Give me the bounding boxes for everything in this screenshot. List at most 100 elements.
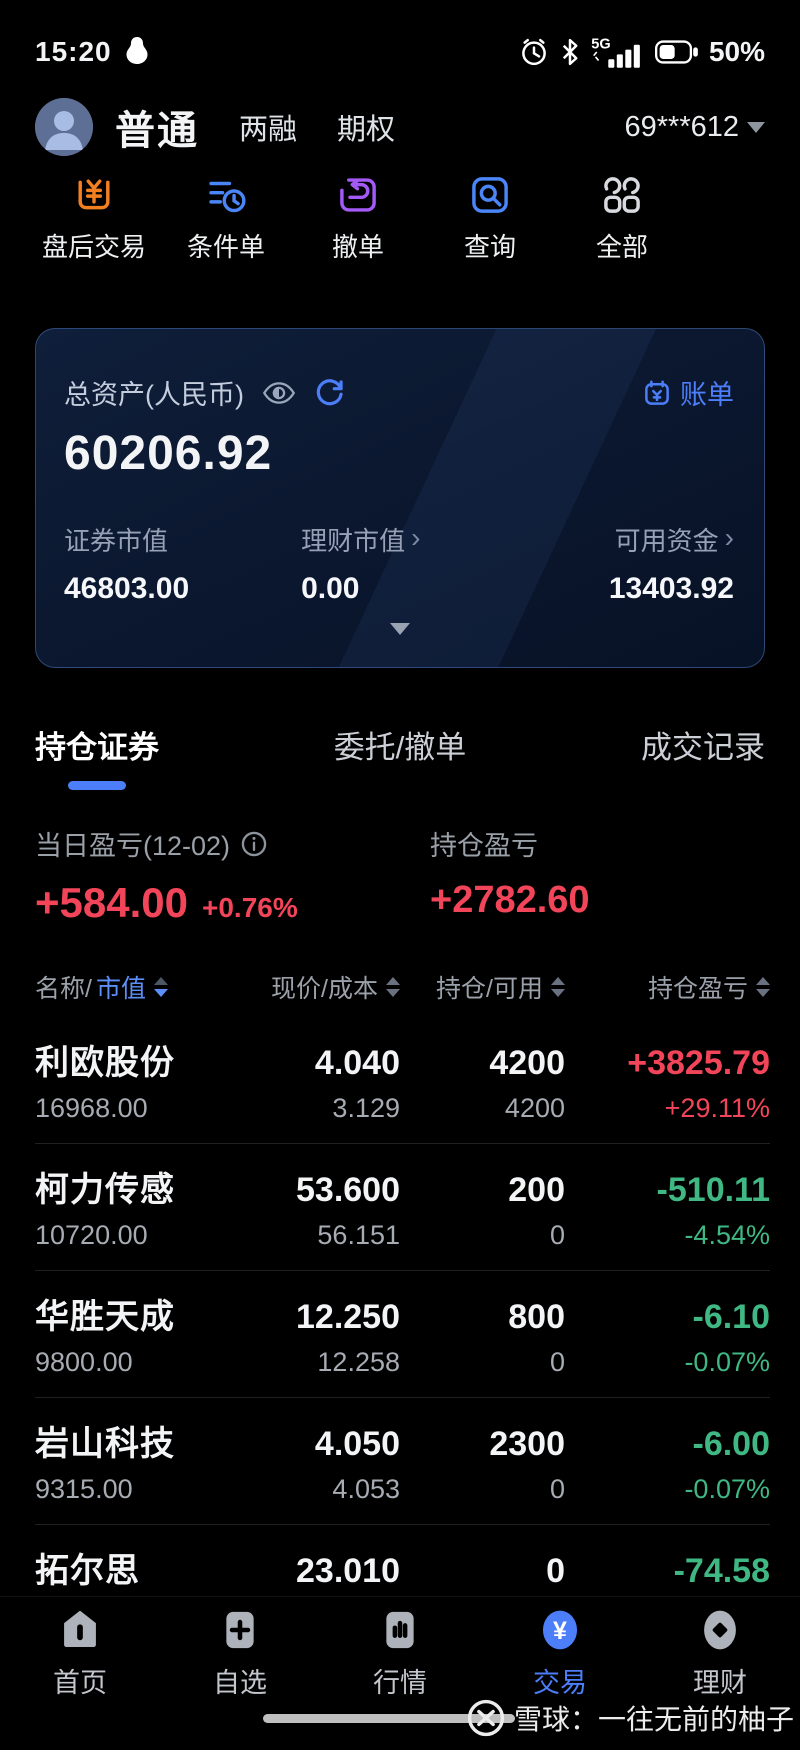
stock-market-value: 10720.00 bbox=[35, 1220, 148, 1250]
nav-item-trade[interactable]: ¥ 交易 bbox=[480, 1605, 640, 1700]
nav-item-wealth[interactable]: 理财 bbox=[640, 1605, 800, 1700]
tab-trade-history[interactable]: 成交记录 bbox=[641, 722, 765, 790]
nav-item-market[interactable]: 行情 bbox=[320, 1605, 480, 1700]
stock-market-value: 9315.00 bbox=[35, 1474, 133, 1504]
home-icon bbox=[55, 1605, 105, 1655]
sort-icon bbox=[551, 977, 565, 997]
bluetooth-icon bbox=[559, 37, 581, 67]
stock-pnl: +3825.79 bbox=[627, 1044, 770, 1082]
stock-pnl-percent: -0.07% bbox=[684, 1474, 770, 1504]
stock-price: 23.010 bbox=[296, 1552, 400, 1590]
afterhours-trade-icon bbox=[71, 172, 117, 218]
tab-label: 成交记录 bbox=[641, 730, 765, 765]
stock-row-tuoersi[interactable]: 拓尔思 23.010 0 -74.58 bbox=[35, 1525, 770, 1611]
tab-margin-account[interactable]: 两融 bbox=[239, 114, 298, 146]
tab-options-account[interactable]: 期权 bbox=[337, 114, 396, 146]
home-indicator-bar[interactable] bbox=[263, 1714, 515, 1723]
sort-icon bbox=[386, 977, 400, 997]
bottom-nav: 首页 自选 行情 ¥ 交易 理财 bbox=[0, 1596, 800, 1700]
account-selector[interactable]: 69***612 bbox=[624, 110, 765, 144]
stock-cost: 4.053 bbox=[332, 1474, 400, 1504]
sort-icon bbox=[756, 977, 770, 997]
stock-cost: 56.151 bbox=[317, 1220, 400, 1250]
xueqiu-logo-icon bbox=[466, 1698, 506, 1738]
watermark: 雪球：一往无前的柚子 bbox=[466, 1698, 794, 1738]
header-market-value: 市值 bbox=[95, 975, 146, 1003]
stock-available: 4200 bbox=[504, 1093, 565, 1123]
metric-wealth-value[interactable]: 理财市值 › 0.00 bbox=[301, 521, 507, 606]
avatar[interactable] bbox=[35, 98, 93, 156]
market-icon bbox=[375, 1605, 425, 1655]
tab-orders-cancel[interactable]: 委托/撤单 bbox=[334, 722, 467, 790]
tab-normal-account[interactable]: 普通 bbox=[115, 109, 199, 153]
stock-cost: 12.258 bbox=[317, 1347, 400, 1377]
stock-market-value: 9800.00 bbox=[35, 1347, 133, 1377]
account-number: 69***612 bbox=[624, 110, 740, 143]
qq-penguin-notification-icon bbox=[122, 35, 152, 69]
metric-securities-value: 证券市值 46803.00 bbox=[64, 521, 301, 606]
stock-available: 0 bbox=[549, 1347, 565, 1377]
stock-pnl-percent: +29.11% bbox=[664, 1093, 770, 1123]
total-assets-value: 60206.92 bbox=[64, 427, 273, 480]
quick-action-label: 撤单 bbox=[331, 232, 384, 262]
conditional-order-icon bbox=[203, 172, 249, 218]
metric-available-funds[interactable]: 可用资金 › 13403.92 bbox=[507, 521, 734, 606]
quick-action-label: 全部 bbox=[595, 232, 648, 262]
battery-percent: 50% bbox=[708, 36, 765, 67]
sort-name-marketvalue[interactable]: 名称/市值 bbox=[35, 969, 260, 1005]
header-price-cost: 现价/成本 bbox=[271, 975, 378, 1003]
sort-price-cost[interactable]: 现价/成本 bbox=[260, 969, 400, 1005]
stock-row-yanshankeji[interactable]: 岩山科技 4.050 2300 -6.00 9315.00 4.053 0 -0… bbox=[35, 1398, 770, 1525]
refresh-icon[interactable] bbox=[314, 377, 346, 409]
quick-action-afterhours-trade[interactable]: 盘后交易 bbox=[28, 172, 160, 264]
tab-positions[interactable]: 持仓证券 bbox=[35, 722, 159, 790]
metric-label: 可用资金 bbox=[614, 526, 719, 556]
quick-action-query[interactable]: 查询 bbox=[424, 172, 556, 264]
position-tabs: 持仓证券 委托/撤单 成交记录 bbox=[35, 722, 765, 790]
wealth-icon bbox=[695, 1605, 745, 1655]
bill-button[interactable]: 账单 bbox=[642, 373, 734, 412]
info-icon[interactable] bbox=[240, 830, 268, 858]
bill-icon bbox=[642, 378, 672, 408]
metric-label: 证券市值 bbox=[64, 526, 169, 556]
stock-price: 12.250 bbox=[296, 1298, 400, 1336]
holdings-table-header: 名称/市值 现价/成本 持仓/可用 持仓盈亏 bbox=[35, 969, 770, 1005]
stock-row-kelichuangan[interactable]: 柯力传感 53.600 200 -510.11 10720.00 56.151 … bbox=[35, 1144, 770, 1271]
bill-label: 账单 bbox=[680, 380, 734, 410]
caret-down-icon bbox=[747, 121, 765, 133]
metric-value: 46803.00 bbox=[64, 572, 190, 605]
label-text: 当日盈亏(12-02) bbox=[35, 831, 231, 861]
stock-available: 0 bbox=[549, 1474, 565, 1504]
header-name: 名称/ bbox=[35, 975, 92, 1003]
card-expand-button[interactable] bbox=[390, 623, 410, 653]
chevron-right-icon: › bbox=[724, 521, 734, 553]
eye-toggle-icon[interactable] bbox=[262, 380, 296, 406]
quick-action-cancel-order[interactable]: 撤单 bbox=[292, 172, 424, 264]
today-pnl-value: +584.00 bbox=[35, 879, 188, 926]
watchlist-icon bbox=[215, 1605, 265, 1655]
stock-row-huashengtiancheng[interactable]: 华胜天成 12.250 800 -6.10 9800.00 12.258 0 -… bbox=[35, 1271, 770, 1398]
tab-label: 持仓证券 bbox=[35, 730, 159, 765]
nav-item-watchlist[interactable]: 自选 bbox=[160, 1605, 320, 1700]
header-position-available: 持仓/可用 bbox=[436, 975, 543, 1003]
signal-5g-icon: 5G bbox=[591, 35, 645, 69]
holdings-list: 利欧股份 4.040 4200 +3825.79 16968.00 3.129 … bbox=[35, 1017, 770, 1611]
total-assets-card: 总资产(人民币) 账单 60206.92 证券市值 46803.00 理财市值 ›… bbox=[35, 328, 765, 668]
stock-pnl-percent: -4.54% bbox=[684, 1220, 770, 1250]
sort-position-available[interactable]: 持仓/可用 bbox=[400, 969, 565, 1005]
quick-action-label: 盘后交易 bbox=[41, 232, 146, 262]
query-icon bbox=[467, 172, 513, 218]
trade-icon: ¥ bbox=[535, 1605, 585, 1655]
metric-value: 0.00 bbox=[301, 572, 360, 605]
stock-position: 2300 bbox=[489, 1425, 565, 1463]
position-pnl-value: +2782.60 bbox=[430, 879, 590, 921]
quick-action-conditional-order[interactable]: 条件单 bbox=[160, 172, 292, 264]
stock-name: 利欧股份 bbox=[35, 1044, 175, 1082]
stock-row-lieugufen[interactable]: 利欧股份 4.040 4200 +3825.79 16968.00 3.129 … bbox=[35, 1017, 770, 1144]
sort-position-pnl[interactable]: 持仓盈亏 bbox=[565, 969, 770, 1005]
nav-item-home[interactable]: 首页 bbox=[0, 1605, 160, 1700]
quick-action-all[interactable]: 全部 bbox=[556, 172, 688, 264]
stock-name: 拓尔思 bbox=[35, 1552, 140, 1590]
stock-pnl-percent: -0.07% bbox=[684, 1347, 770, 1377]
nav-label: 首页 bbox=[53, 1668, 107, 1698]
